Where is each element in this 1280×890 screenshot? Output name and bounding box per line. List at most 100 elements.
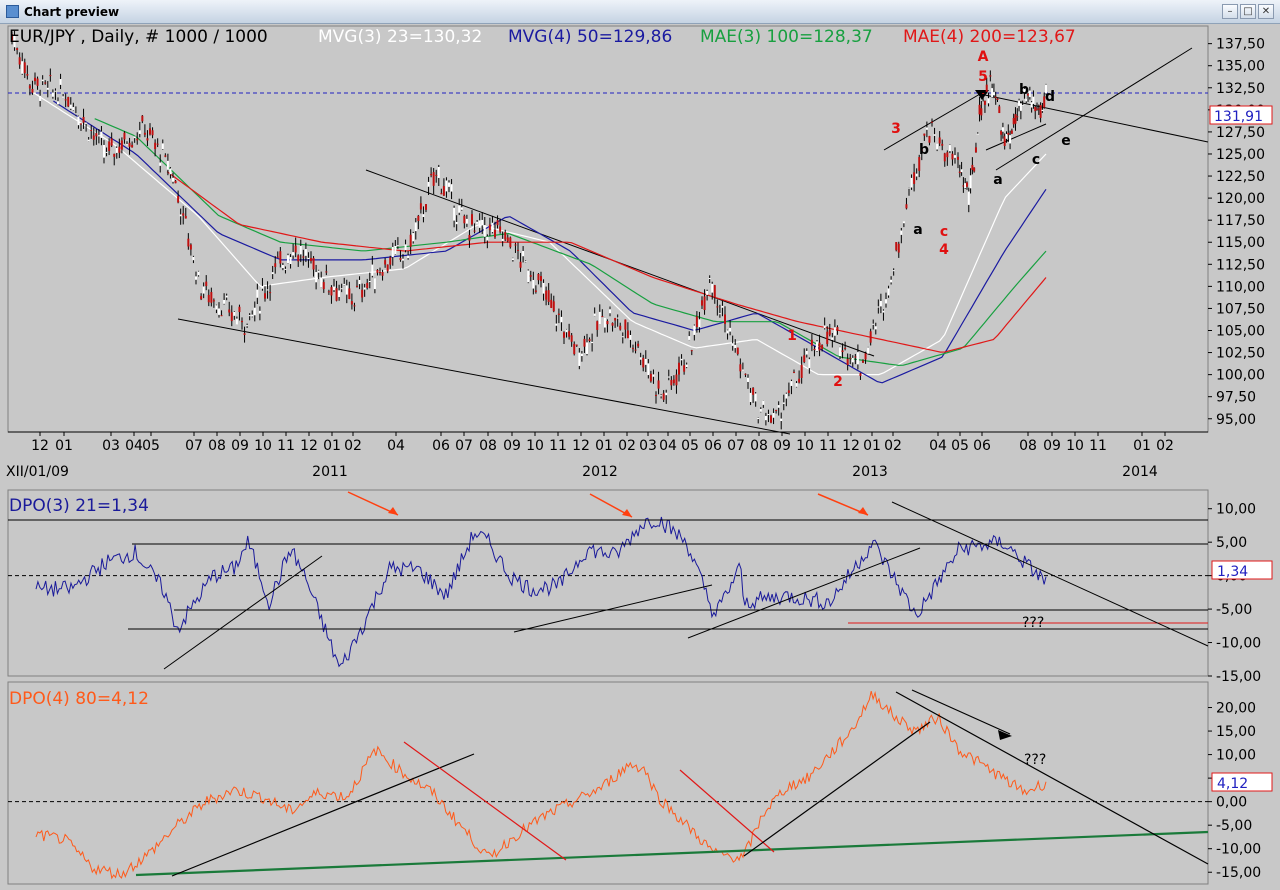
x-month-label: 04 bbox=[929, 438, 947, 454]
candle-body bbox=[358, 279, 361, 285]
candle-body bbox=[565, 329, 568, 333]
candle-body bbox=[1000, 130, 1003, 135]
x-year-label: 2011 bbox=[312, 464, 348, 480]
candle-body bbox=[987, 98, 990, 104]
x-month-label: 04 bbox=[659, 438, 677, 454]
wave-label: 3 bbox=[891, 121, 901, 137]
candle-body bbox=[1041, 109, 1044, 112]
candle-body bbox=[506, 237, 509, 242]
candle-body bbox=[849, 357, 852, 359]
candle-body bbox=[448, 182, 450, 187]
wave-label: c bbox=[1032, 152, 1040, 168]
candle-body bbox=[100, 131, 103, 138]
candle-body bbox=[902, 221, 905, 224]
candle-body bbox=[389, 257, 392, 265]
dpo3-panel bbox=[7, 489, 1209, 677]
wave-label: 2 bbox=[833, 374, 843, 390]
candle-body bbox=[356, 285, 358, 287]
candle-body bbox=[943, 153, 946, 162]
candle-body bbox=[348, 288, 351, 299]
candle-body bbox=[317, 270, 320, 273]
candle-body bbox=[215, 305, 218, 310]
candle-body bbox=[534, 290, 537, 292]
chart-canvas: 95,0097,50100,00102,50105,00107,50110,00… bbox=[6, 25, 1273, 885]
candle-body bbox=[701, 300, 703, 306]
candle-body bbox=[775, 409, 778, 411]
candle-body bbox=[744, 373, 747, 375]
candle-body bbox=[169, 168, 172, 175]
candle-body bbox=[302, 256, 305, 258]
osc-tick-label: 20,00 bbox=[1216, 701, 1256, 717]
candle-body bbox=[386, 264, 389, 272]
candle-body bbox=[307, 257, 310, 260]
candle-body bbox=[133, 136, 136, 139]
wave-label: 5 bbox=[978, 69, 988, 85]
price-tick-label: 112,50 bbox=[1216, 257, 1265, 273]
candle-body bbox=[143, 132, 146, 135]
candle-body bbox=[230, 312, 233, 322]
candle-body bbox=[619, 325, 622, 330]
candle-body bbox=[126, 144, 128, 146]
candle-body bbox=[1021, 105, 1024, 107]
x-month-label: 07 bbox=[185, 438, 203, 454]
x-month-label: 09 bbox=[1043, 438, 1061, 454]
candle-body bbox=[887, 288, 890, 296]
candle-body bbox=[974, 147, 977, 153]
candle-body bbox=[82, 116, 85, 123]
candle-body bbox=[591, 341, 594, 344]
candle-body bbox=[818, 342, 821, 351]
candle-body bbox=[964, 183, 967, 188]
candle-body bbox=[869, 331, 872, 343]
candle-body bbox=[895, 242, 898, 251]
legend-mae4: MAE(4) 200=123,67 bbox=[903, 27, 1076, 47]
candle-body bbox=[384, 260, 387, 265]
candle-body bbox=[412, 233, 415, 242]
x-month-label: 05 bbox=[142, 438, 160, 454]
candle-body bbox=[749, 392, 752, 403]
candle-body bbox=[504, 232, 507, 240]
candle-body bbox=[248, 315, 251, 317]
candle-body bbox=[864, 353, 867, 360]
candle-body bbox=[366, 282, 369, 289]
osc-tick-label: -15,00 bbox=[1216, 669, 1261, 685]
candle-body bbox=[151, 130, 154, 136]
candle-body bbox=[598, 311, 601, 325]
candle-body bbox=[967, 191, 970, 205]
candle-body bbox=[261, 285, 264, 289]
trendline bbox=[979, 93, 1209, 143]
candle-body bbox=[501, 238, 504, 242]
candle-body bbox=[752, 387, 755, 395]
price-tick-label: 127,50 bbox=[1216, 125, 1265, 141]
x-month-label: 08 bbox=[479, 438, 497, 454]
candle-body bbox=[511, 258, 514, 260]
candle-body bbox=[800, 364, 803, 378]
candle-body bbox=[373, 278, 376, 290]
x-month-label: 03 bbox=[639, 438, 657, 454]
candle-body bbox=[26, 74, 29, 76]
osc-tick-label: -10,00 bbox=[1216, 636, 1261, 652]
price-tick-label: 107,50 bbox=[1216, 301, 1265, 317]
candle-body bbox=[721, 305, 724, 308]
window-titlebar: Chart preview – □ ✕ bbox=[0, 0, 1280, 24]
maximize-button[interactable]: □ bbox=[1240, 4, 1256, 19]
price-tick-label: 137,50 bbox=[1216, 37, 1265, 53]
candle-body bbox=[580, 353, 583, 357]
price-tick-label: 132,50 bbox=[1216, 81, 1265, 97]
candle-body bbox=[980, 108, 983, 116]
candle-body bbox=[399, 258, 402, 260]
candle-body bbox=[465, 218, 468, 224]
candle-body bbox=[174, 180, 177, 184]
candle-body bbox=[442, 186, 445, 196]
x-month-label: 10 bbox=[796, 438, 814, 454]
close-button[interactable]: ✕ bbox=[1258, 4, 1274, 19]
candle-body bbox=[529, 275, 532, 277]
candle-body bbox=[583, 338, 586, 347]
candle-body bbox=[854, 356, 857, 358]
candle-body bbox=[910, 177, 913, 188]
price-tick-label: 115,00 bbox=[1216, 235, 1265, 251]
price-tick-label: 125,00 bbox=[1216, 147, 1265, 163]
price-tick-label: 110,00 bbox=[1216, 279, 1265, 295]
dpo4-value-box bbox=[1211, 772, 1273, 792]
minimize-button[interactable]: – bbox=[1222, 4, 1238, 19]
candle-body bbox=[603, 317, 606, 328]
